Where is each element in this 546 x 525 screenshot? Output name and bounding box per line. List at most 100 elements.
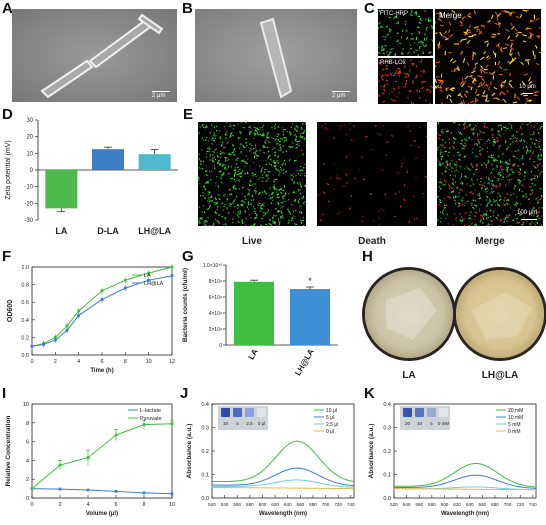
cell-speck: [442, 35, 448, 39]
cell-speck: [484, 187, 488, 191]
cell-speck: [383, 38, 386, 41]
y-tick-label: 0.3: [201, 426, 209, 432]
cell-speck: [266, 136, 268, 138]
cell-speck: [506, 179, 509, 181]
cell-speck: [460, 82, 465, 88]
y-tick-label: 1.0×10¹⁰: [203, 263, 222, 269]
bar: [45, 170, 78, 209]
cell-speck: [450, 131, 453, 135]
cell-speck: [447, 163, 450, 166]
cell-speck: [381, 169, 384, 171]
x-tick-label: 10: [146, 359, 152, 365]
cell-speck: [405, 29, 408, 32]
cell-speck: [445, 170, 448, 173]
cell-speck: [478, 140, 480, 143]
cell-speck: [214, 211, 218, 215]
cell-speck: [518, 159, 521, 161]
cell-speck: [281, 205, 284, 209]
cell-speck: [400, 165, 403, 168]
cell-speck: [510, 169, 513, 172]
cell-speck: [410, 32, 413, 35]
y-axis-label: OD600: [7, 300, 14, 322]
cell-speck: [473, 126, 476, 129]
cell-speck: [199, 217, 202, 220]
sem-image-a: 2 μm: [12, 9, 177, 102]
vial: [245, 408, 254, 417]
cell-speck: [397, 171, 400, 174]
cell-speck: [440, 158, 443, 161]
cell-speck: [400, 52, 404, 55]
cell-speck: [449, 98, 453, 103]
cell-speck: [457, 154, 460, 157]
y-tick-label: 2: [26, 477, 29, 483]
cell-speck: [472, 127, 475, 130]
cell-speck: [258, 192, 261, 196]
cell-speck: [429, 102, 432, 104]
cell-speck: [470, 128, 474, 131]
cell-speck: [452, 145, 455, 149]
y-tick-label: 4×10⁹: [209, 311, 222, 317]
cell-speck: [475, 165, 479, 168]
cell-speck: [278, 143, 281, 146]
cell-speck: [519, 126, 522, 128]
cell-speck: [503, 217, 506, 220]
cell-speck: [259, 133, 263, 137]
cell-speck: [284, 163, 287, 166]
cell-speck: [410, 14, 414, 17]
cell-speck: [413, 10, 418, 14]
cell-speck: [240, 143, 242, 145]
cell-speck: [254, 192, 257, 195]
cell-speck: [231, 221, 234, 224]
cell-speck: [388, 30, 391, 33]
cell-speck: [459, 188, 461, 190]
cell-speck: [517, 149, 520, 152]
cell-speck: [219, 150, 222, 153]
cell-speck: [463, 155, 467, 158]
y-tick-label: 0.3: [383, 426, 391, 432]
y-axis-label: Relative Concentration: [5, 416, 12, 487]
cell-speck: [345, 133, 348, 136]
cell-speck: [528, 122, 532, 124]
cell-speck: [249, 147, 253, 151]
cell-speck: [361, 155, 363, 159]
cell-speck: [388, 51, 392, 54]
cell-speck: [210, 199, 214, 202]
cell-speck: [439, 89, 443, 92]
cell-speck: [208, 147, 211, 151]
cell-speck: [233, 178, 236, 181]
cell-speck: [469, 191, 472, 194]
y-tick-label: 0: [26, 496, 29, 502]
cell-speck: [494, 199, 498, 202]
cell-speck: [538, 217, 541, 220]
cell-speck: [529, 19, 534, 22]
cell-speck: [499, 135, 502, 137]
cell-speck: [447, 151, 450, 154]
cell-speck: [421, 41, 424, 44]
cell-speck: [273, 187, 276, 191]
cell-speck: [272, 199, 274, 202]
cell-speck: [297, 188, 300, 192]
cell-speck: [422, 43, 425, 47]
cell-speck: [487, 138, 491, 142]
cell-speck: [466, 61, 470, 67]
cell-speck: [519, 211, 522, 214]
cell-speck: [252, 223, 255, 226]
cell-speck: [415, 177, 417, 180]
cell-speck: [323, 126, 326, 130]
cell-speck: [304, 122, 306, 124]
cell-speck: [268, 219, 272, 221]
cell-speck: [488, 199, 492, 203]
cell-speck: [303, 137, 306, 140]
x-tick-label: 680: [491, 502, 499, 507]
y-tick-label: 0.2: [21, 335, 29, 341]
plot-frame: [31, 403, 173, 499]
cell-speck: [487, 155, 490, 159]
chart-absorbance-volume: 0.0 0.1 0.2 0.3 0.4 520 540 560 580 600 620 640 660 6…: [186, 402, 355, 517]
cell-speck: [248, 126, 251, 129]
cell-speck: [457, 170, 460, 173]
cell-speck: [378, 61, 381, 63]
cell-speck: [240, 204, 244, 207]
cell-speck: [497, 154, 500, 158]
cell-speck: [506, 147, 508, 151]
live-stain-image: [198, 122, 306, 226]
